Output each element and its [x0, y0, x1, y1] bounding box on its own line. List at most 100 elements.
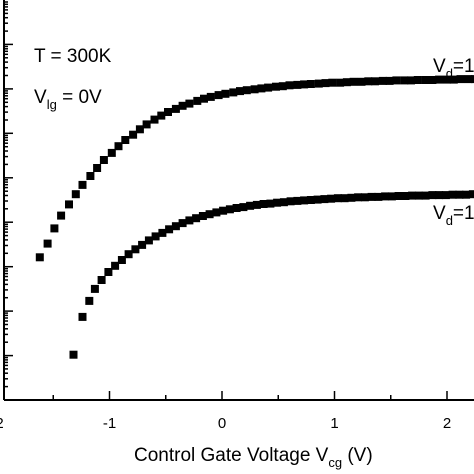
x-axis-ticks	[52, 391, 448, 400]
data-point	[448, 190, 457, 199]
data-point	[387, 192, 396, 201]
data-point	[221, 89, 230, 98]
data-point	[193, 96, 202, 105]
data-point	[320, 195, 329, 204]
data-point	[185, 99, 194, 108]
data-point	[93, 164, 102, 172]
data-point	[392, 76, 401, 85]
data-point	[428, 191, 437, 200]
data-point	[200, 94, 208, 103]
x-tick-label: -2	[0, 415, 4, 432]
data-point	[165, 225, 174, 234]
data-point	[214, 91, 223, 100]
data-point	[198, 212, 207, 220]
data-point	[456, 75, 465, 84]
data-point	[205, 210, 214, 219]
data-point	[385, 76, 394, 85]
data-point	[164, 108, 172, 116]
data-point	[144, 236, 153, 245]
data-point	[300, 80, 309, 89]
data-point	[171, 222, 180, 231]
data-point	[124, 250, 133, 259]
data-point	[150, 115, 159, 124]
data-point	[99, 156, 108, 164]
data-point	[171, 104, 180, 113]
data-point	[78, 312, 87, 321]
data-point	[158, 228, 167, 237]
data-point	[242, 86, 251, 95]
data-point	[360, 193, 369, 202]
data-point	[206, 92, 215, 101]
data-point	[90, 284, 99, 293]
x-axis-tick-labels: -2 -1 0 1 2	[0, 415, 451, 432]
x-tick-label: 1	[330, 415, 338, 432]
data-point	[394, 192, 403, 200]
data-point	[327, 194, 336, 203]
data-point	[364, 77, 373, 86]
series-lower	[69, 190, 474, 359]
data-point	[71, 190, 80, 199]
data-point	[151, 232, 160, 241]
data-point	[421, 76, 430, 84]
x-tick-label: 2	[443, 415, 451, 432]
data-point	[285, 81, 294, 90]
data-point	[178, 101, 187, 110]
data-point	[257, 84, 266, 93]
data-point	[185, 216, 194, 225]
data-point	[435, 75, 444, 84]
data-point	[178, 219, 187, 228]
data-point	[142, 120, 151, 129]
data-point	[232, 204, 241, 212]
data-point	[212, 208, 221, 217]
data-point	[428, 76, 437, 84]
data-point	[340, 194, 349, 203]
data-point	[464, 75, 473, 84]
data-point	[354, 193, 363, 202]
data-point	[435, 191, 444, 200]
data-point	[266, 199, 275, 208]
data-point	[50, 224, 59, 233]
data-point	[336, 78, 345, 87]
data-point	[371, 77, 379, 86]
data-point	[349, 77, 358, 86]
data-point	[43, 239, 52, 248]
data-point	[313, 195, 322, 204]
data-point	[236, 87, 244, 96]
data-point	[111, 261, 120, 270]
data-point	[314, 79, 323, 88]
data-point	[272, 82, 280, 91]
data-point	[400, 76, 409, 85]
data-point	[97, 276, 106, 284]
x-tick-label: -1	[103, 415, 116, 432]
temperature-annotation: T = 300K	[34, 46, 112, 67]
data-point	[293, 196, 302, 205]
data-point	[78, 180, 87, 189]
data-point	[273, 198, 282, 207]
data-point	[135, 125, 144, 134]
data-point	[374, 192, 383, 201]
data-point	[347, 193, 356, 202]
data-point	[401, 192, 410, 200]
x-axis-label: Control Gate Voltage Vcg (V)	[134, 445, 373, 470]
data-point	[462, 190, 471, 199]
data-point	[367, 192, 376, 201]
data-point	[278, 82, 287, 91]
data-point	[192, 214, 201, 223]
data-point	[449, 75, 458, 84]
data-point	[138, 240, 147, 249]
axes	[3, 0, 474, 401]
data-point	[300, 196, 309, 205]
data-point	[328, 78, 337, 87]
data-point	[414, 191, 423, 200]
data-point	[131, 245, 140, 254]
data-point	[259, 200, 268, 208]
data-point	[239, 203, 248, 212]
x-tick-label: 0	[218, 415, 226, 432]
data-point	[443, 75, 451, 84]
data-point	[225, 205, 234, 214]
upper-curve-label: Vd=1	[433, 56, 474, 81]
data-point	[117, 256, 126, 264]
data-point	[321, 79, 330, 88]
data-point	[468, 190, 474, 199]
